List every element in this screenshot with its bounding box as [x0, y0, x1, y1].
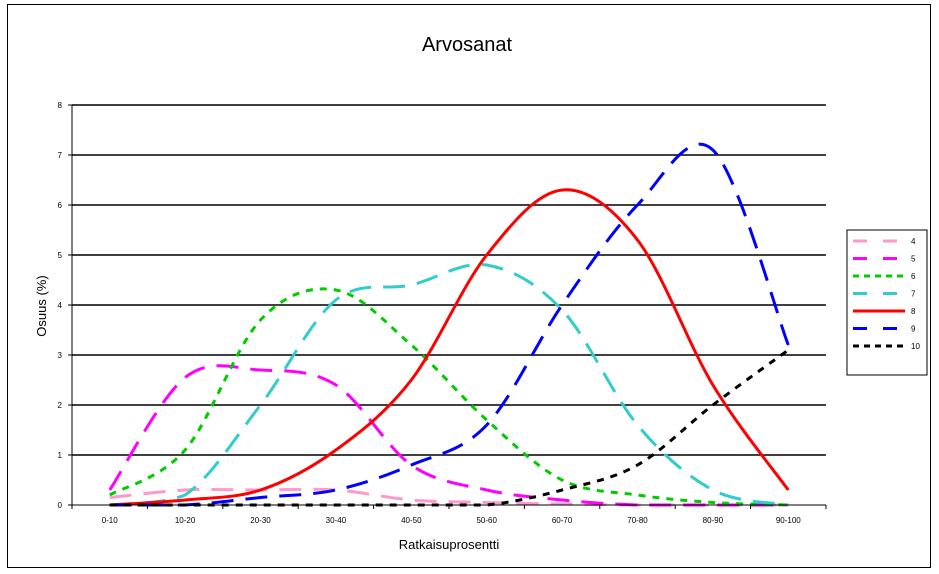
legend-label-7: 7 [911, 290, 916, 299]
x-tick-label: 60-70 [552, 516, 573, 525]
y-tick-label: 1 [58, 451, 63, 460]
y-tick-label: 6 [58, 201, 63, 210]
y-tick-label: 8 [58, 101, 63, 110]
chart-title: Arvosanat [422, 34, 512, 56]
y-tick-label: 3 [58, 351, 63, 360]
chart-frame: Arvosanat 0 1 2 3 4 5 6 7 8 0-10 10-20 20-30 30-40 40… [7, 4, 931, 568]
y-tick-label: 0 [58, 501, 63, 510]
y-axis-label: Osuus (%) [34, 275, 49, 336]
x-tick-label: 40-50 [401, 516, 422, 525]
series-line-6 [108, 287, 789, 507]
series-line-7 [109, 262, 789, 507]
x-tick-label: 10-20 [175, 516, 196, 525]
x-axis-label: Ratkaisuprosentti [399, 537, 500, 552]
series-line-8 [109, 188, 790, 507]
x-tick-label: 30-40 [326, 516, 347, 525]
x-tick-label: 70-80 [627, 516, 648, 525]
series-lines [108, 142, 790, 507]
x-tick-label: 80-90 [703, 516, 724, 525]
legend-label-9: 9 [911, 325, 916, 334]
legend-label-6: 6 [911, 272, 916, 281]
legend-label-4: 4 [911, 237, 916, 246]
series-line-5 [108, 364, 789, 507]
y-tick-label: 2 [58, 401, 63, 410]
series-line-9 [109, 142, 790, 507]
y-tick-label: 7 [58, 151, 63, 160]
x-tick-label: 50-60 [476, 516, 497, 525]
x-tick-label: 90-100 [776, 516, 801, 525]
grid-lines [72, 104, 826, 456]
x-tick-label: 0-10 [102, 516, 119, 525]
y-tick-label: 4 [58, 301, 63, 310]
series-line-4 [109, 487, 789, 507]
axes: 0 1 2 3 4 5 6 7 8 0-10 10-20 20-30 30-40 40-50 50-60 60… [58, 101, 827, 525]
legend-label-10: 10 [911, 342, 920, 351]
legend-label-5: 5 [911, 255, 916, 264]
legend-box [846, 229, 928, 376]
y-tick-label: 5 [58, 251, 63, 260]
x-tick-label: 20-30 [250, 516, 271, 525]
legend-label-8: 8 [911, 307, 916, 316]
legend: 4 5 6 7 8 9 10 [846, 229, 928, 376]
